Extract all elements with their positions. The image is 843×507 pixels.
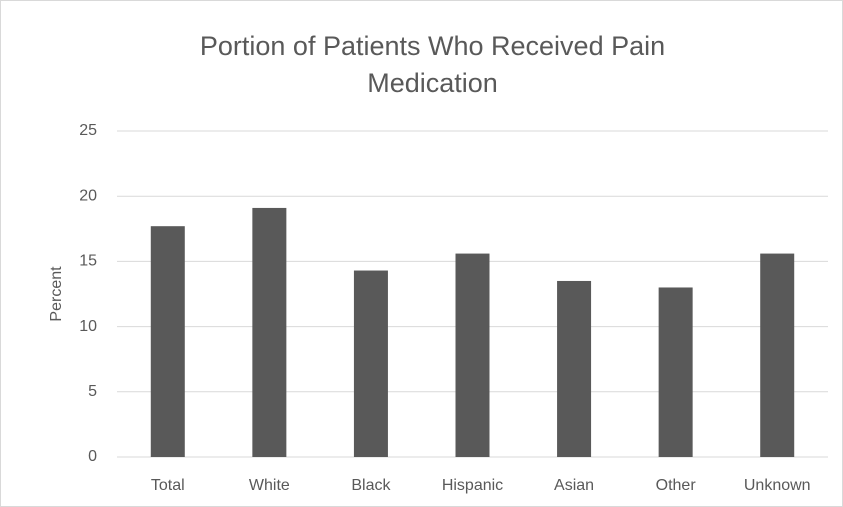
x-tick-label: Total [151,477,185,494]
y-axis-label: Percent [48,266,65,322]
x-tick-label: Other [656,477,697,494]
x-tick-label: Black [351,477,391,494]
x-tick-label: Unknown [744,477,811,494]
y-tick-label: 15 [79,253,97,270]
bar [760,253,795,457]
chart-title: Portion of Patients Who Received Pain Me… [199,31,666,98]
y-tick-label: 5 [88,383,97,400]
bar [658,287,693,457]
bar [557,280,592,457]
bar [150,226,185,457]
x-tick-label: Asian [554,477,594,494]
y-tick-label: 25 [79,122,97,139]
y-tick-label: 20 [79,187,97,204]
x-tick-label: White [249,477,290,494]
bar [252,207,287,457]
x-tick-label: Hispanic [442,477,503,494]
bar [455,253,490,457]
bar [353,270,388,457]
y-tick-label: 0 [88,448,97,465]
y-tick-label: 10 [79,318,97,335]
